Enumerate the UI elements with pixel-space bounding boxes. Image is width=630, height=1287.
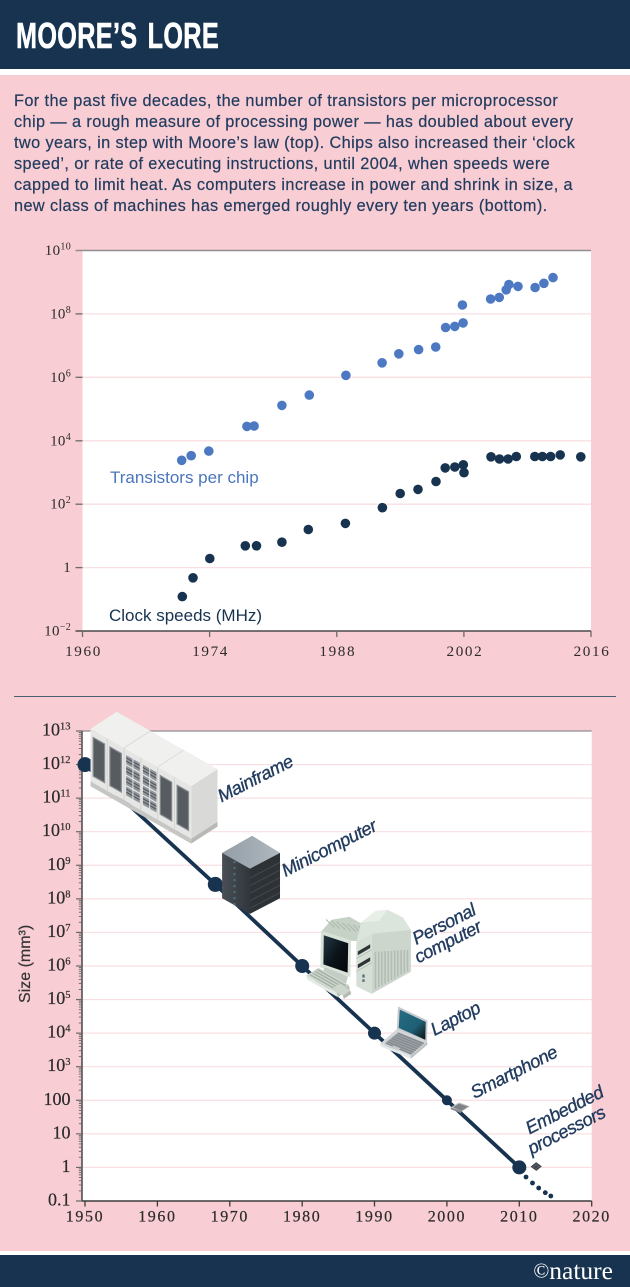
svg-text:2016: 2016 — [574, 643, 611, 660]
svg-text:1: 1 — [63, 560, 71, 576]
svg-text:103: 103 — [47, 1055, 70, 1075]
svg-text:10: 10 — [53, 1122, 71, 1142]
svg-text:2020: 2020 — [572, 1209, 610, 1226]
svg-text:1010: 1010 — [45, 242, 71, 260]
svg-text:1011: 1011 — [42, 787, 70, 807]
svg-text:107: 107 — [47, 921, 70, 941]
svg-text:1960: 1960 — [138, 1209, 176, 1226]
svg-text:100: 100 — [44, 1089, 71, 1109]
svg-text:10−2: 10−2 — [44, 622, 71, 640]
svg-text:1960: 1960 — [65, 643, 102, 660]
svg-text:0.1: 0.1 — [48, 1189, 71, 1209]
svg-text:1980: 1980 — [283, 1209, 321, 1226]
svg-text:2000: 2000 — [428, 1209, 466, 1226]
svg-text:Size (mm³): Size (mm³) — [17, 925, 34, 1003]
svg-text:1990: 1990 — [355, 1209, 393, 1226]
svg-text:1: 1 — [62, 1156, 71, 1176]
svg-text:105: 105 — [47, 988, 70, 1008]
svg-text:Clock speeds (MHz): Clock speeds (MHz) — [109, 606, 262, 625]
svg-text:108: 108 — [50, 305, 71, 323]
svg-text:104: 104 — [47, 1022, 71, 1042]
svg-text:1012: 1012 — [42, 753, 71, 773]
svg-text:1950: 1950 — [66, 1209, 104, 1226]
svg-text:Transistors per chip: Transistors per chip — [110, 468, 259, 487]
svg-text:102: 102 — [50, 495, 71, 513]
svg-text:104: 104 — [50, 432, 71, 450]
svg-text:1970: 1970 — [211, 1209, 249, 1226]
svg-text:106: 106 — [50, 368, 71, 386]
svg-text:106: 106 — [47, 954, 70, 974]
svg-text:2010: 2010 — [500, 1209, 538, 1226]
svg-text:1010: 1010 — [42, 820, 71, 840]
svg-text:1974: 1974 — [192, 643, 229, 660]
svg-text:1988: 1988 — [319, 643, 356, 660]
svg-text:1013: 1013 — [42, 720, 71, 740]
svg-text:2002: 2002 — [447, 643, 484, 660]
svg-text:108: 108 — [47, 887, 70, 907]
svg-text:109: 109 — [47, 854, 70, 874]
